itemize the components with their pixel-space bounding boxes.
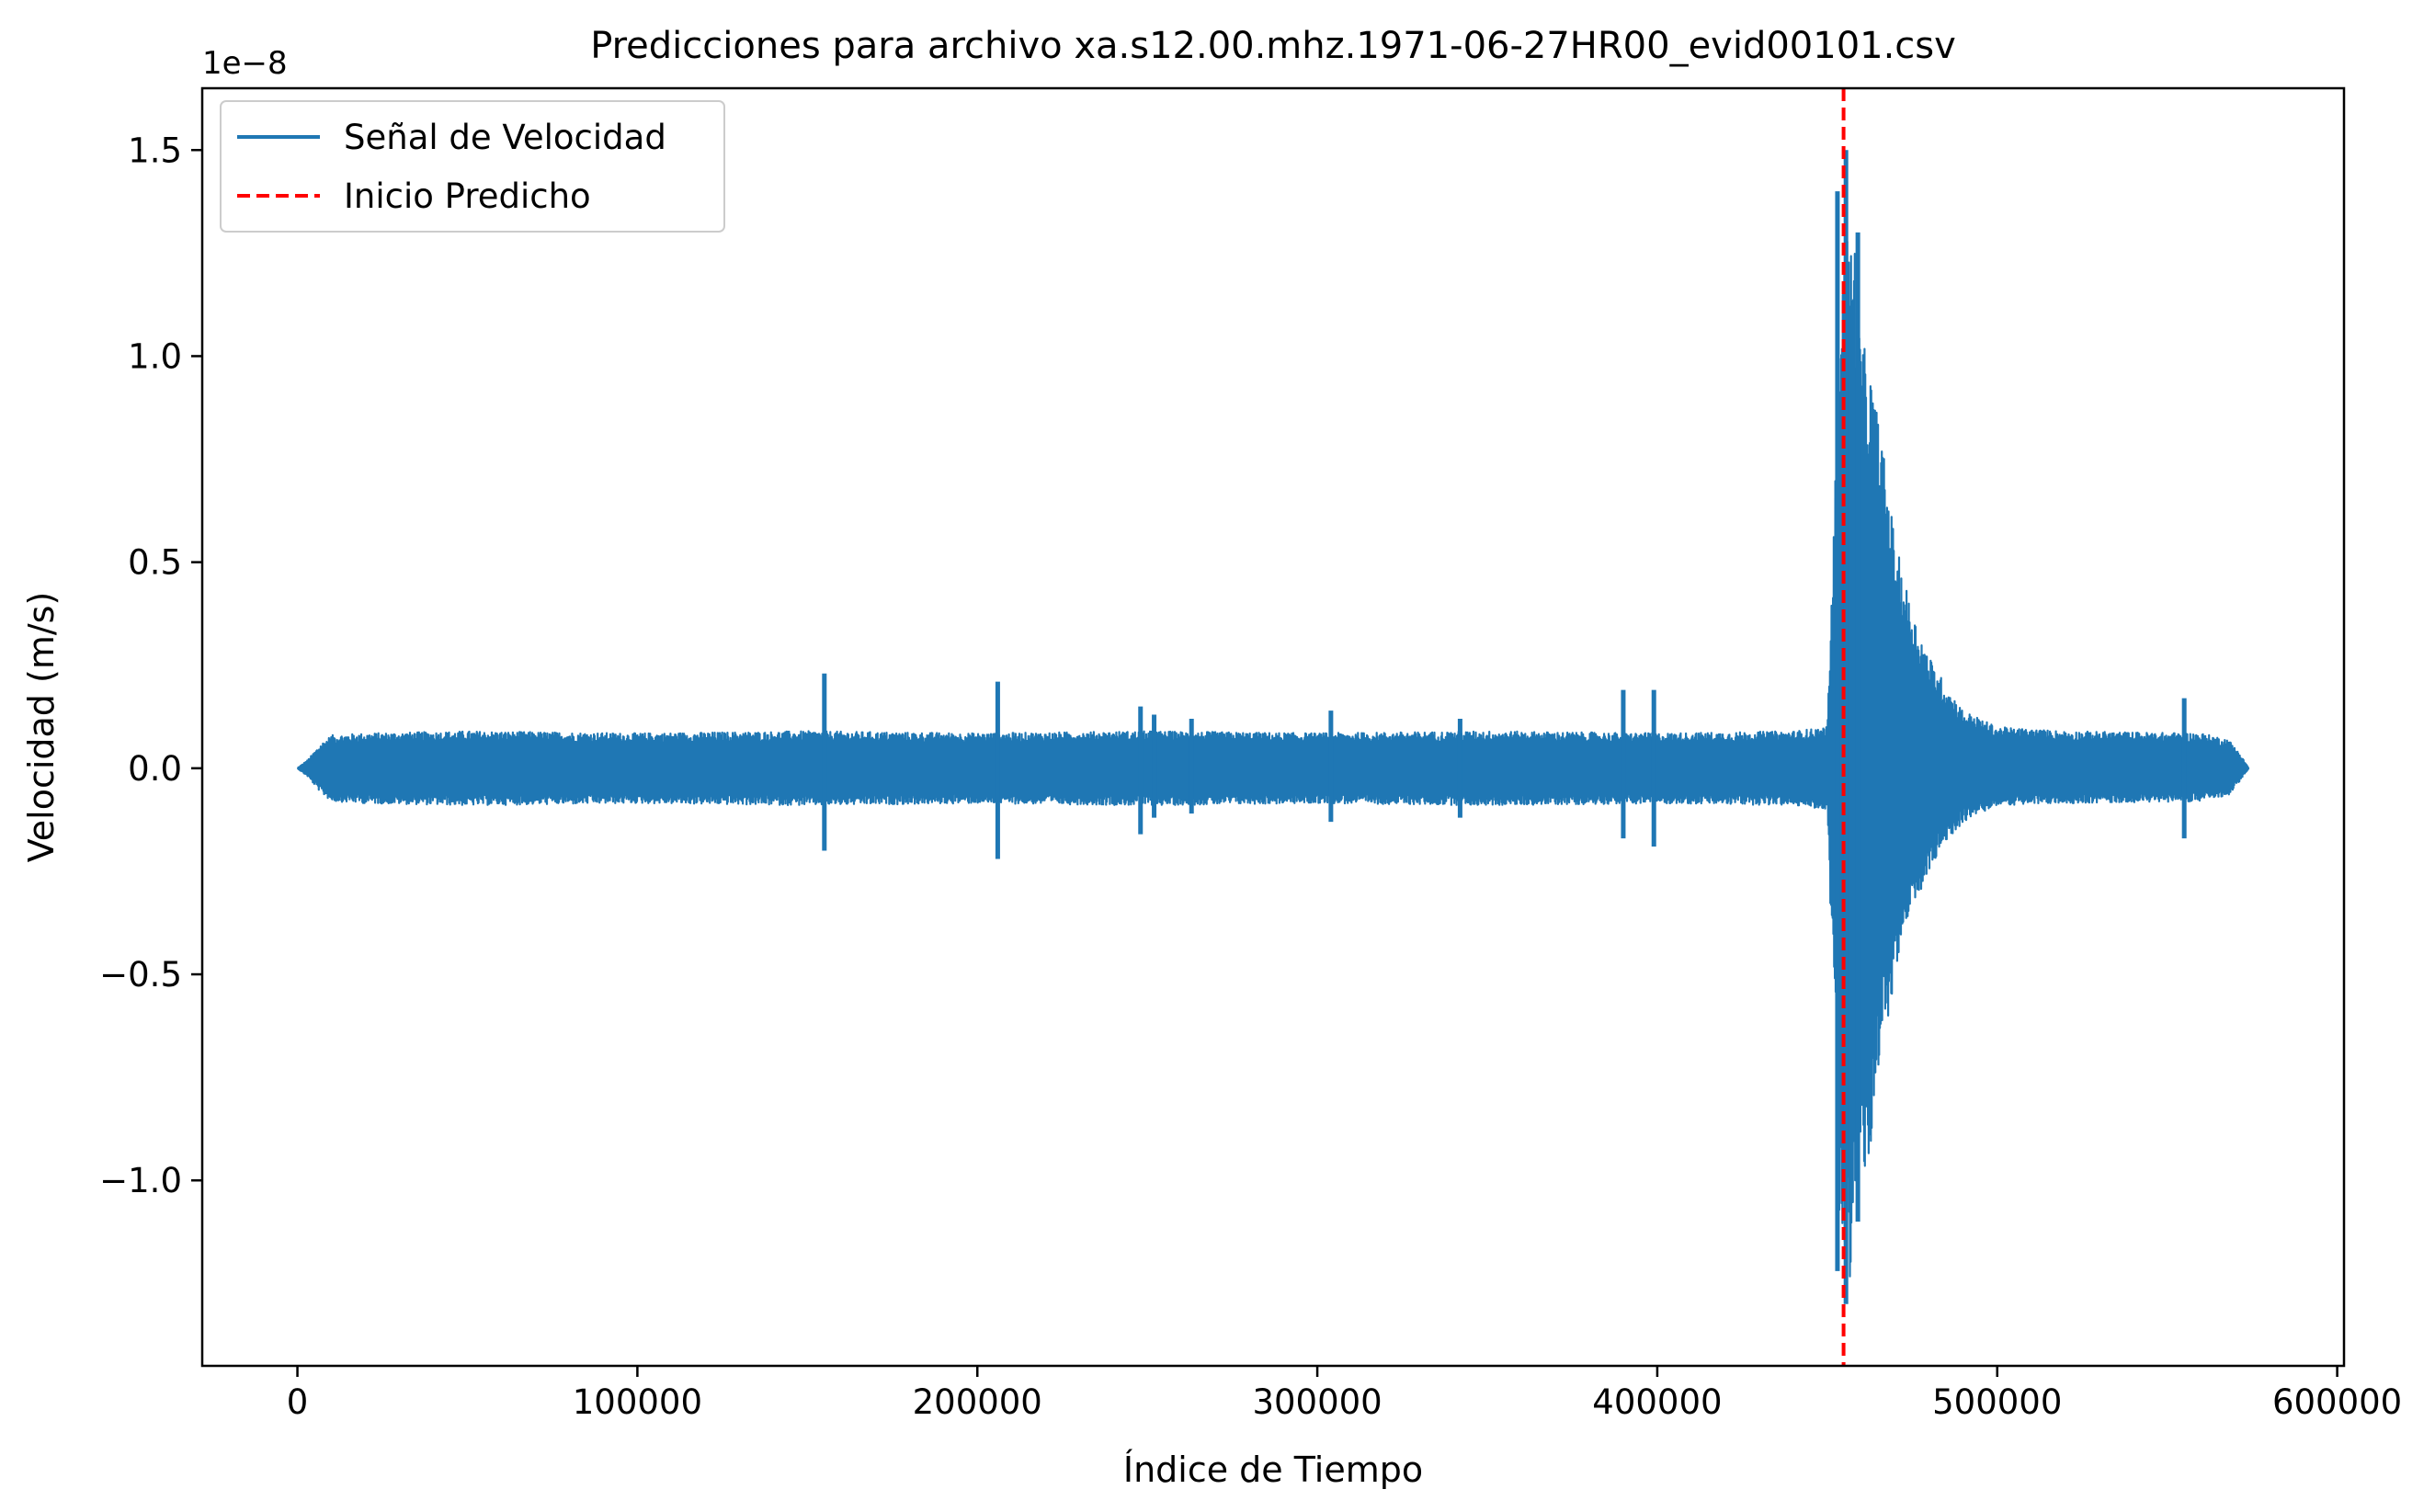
x-tick-label: 200000 xyxy=(913,1382,1042,1422)
x-axis-label: Índice de Tiempo xyxy=(1123,1449,1423,1490)
y-offset-label: 1e−8 xyxy=(202,45,288,82)
x-tick-label: 0 xyxy=(287,1382,309,1422)
y-axis: −1.0 −0.5 0.0 0.5 1.0 1.5 xyxy=(99,131,202,1200)
x-tick-label: 400000 xyxy=(1592,1382,1722,1422)
y-axis-label: Velocidad (m/s) xyxy=(21,592,62,863)
legend: Señal de Velocidad Inicio Predicho xyxy=(220,100,725,233)
plot-frame xyxy=(200,86,2346,1368)
plot-area xyxy=(296,88,2250,1366)
legend-box xyxy=(220,100,725,233)
y-tick-label: 1.5 xyxy=(128,131,182,170)
signal-trace xyxy=(296,240,2250,1278)
y-tick-label: 0.0 xyxy=(128,749,182,789)
x-tick-label: 100000 xyxy=(573,1382,702,1422)
x-tick-label: 600000 xyxy=(2272,1382,2402,1422)
x-axis: 0 100000 200000 300000 400000 500000 600000 xyxy=(287,1366,2402,1422)
x-tick-label: 500000 xyxy=(1932,1382,2062,1422)
y-tick-label: 0.5 xyxy=(128,543,182,583)
chart-title: Predicciones para archivo xa.s12.00.mhz.… xyxy=(590,25,1956,67)
y-tick-label: −0.5 xyxy=(99,955,182,995)
legend-label-inicio-predicho: Inicio Predicho xyxy=(344,176,591,216)
legend-label-velocidad: Señal de Velocidad xyxy=(344,118,666,157)
x-tick-label: 300000 xyxy=(1252,1382,1382,1422)
y-tick-label: −1.0 xyxy=(99,1161,182,1200)
y-tick-label: 1.0 xyxy=(128,336,182,376)
